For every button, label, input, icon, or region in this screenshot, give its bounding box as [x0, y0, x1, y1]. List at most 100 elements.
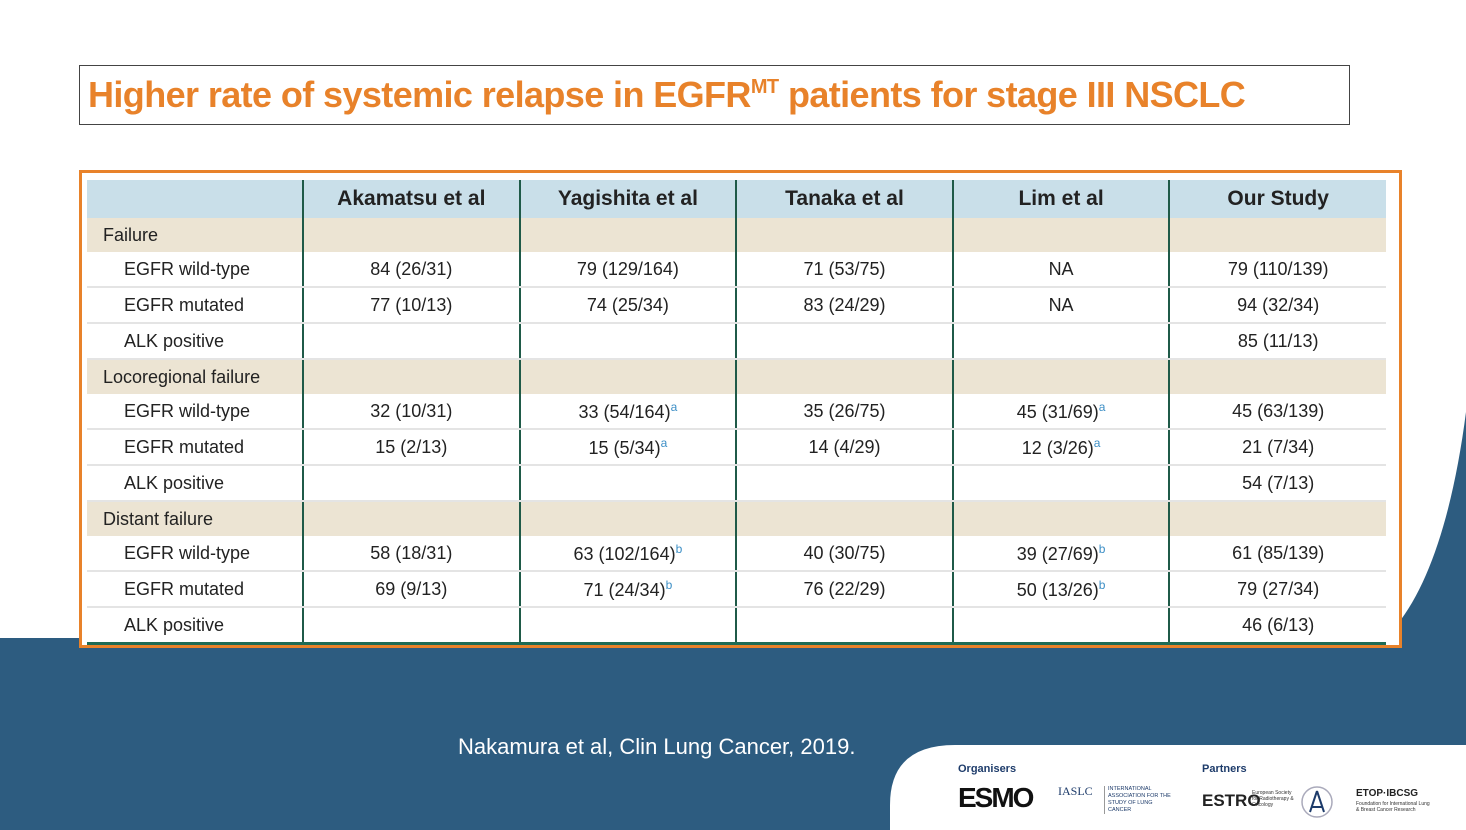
footnote-mark: a [1093, 435, 1101, 450]
esmo-logo: ESMO [958, 782, 1034, 813]
cell: 69 (9/13) [302, 571, 520, 608]
row-label: EGFR wild-type [87, 394, 303, 430]
footnote-mark: b [675, 541, 683, 556]
partners-heading: Partners [1202, 763, 1247, 775]
cell-value: 12 (3/26) [1021, 437, 1094, 458]
data-row: ALK positive 54 (7/13) [87, 465, 1386, 502]
cell: 84 (26/31) [302, 252, 520, 288]
data-row: EGFR mutated 77 (10/13) 74 (25/34) 83 (24/2… [87, 287, 1386, 324]
empty-cell [302, 359, 520, 394]
section-label: Distant failure [87, 501, 303, 536]
cell: 39 (27/69)b [951, 536, 1170, 572]
cell: 74 (25/34) [518, 287, 737, 324]
cell-value: 50 (13/26) [1016, 579, 1099, 600]
data-row: EGFR mutated 15 (2/13) 15 (5/34)a 14 (4/29)… [87, 429, 1386, 466]
section-row: Failure [87, 218, 1386, 252]
table-frame: Akamatsu et al Yagishita et al Tanaka et a… [79, 170, 1402, 648]
cell-value: 71 (24/34) [583, 579, 666, 600]
title: Higher rate of systemic relapse in EGFRM… [88, 74, 1246, 116]
section-label: Locoregional failure [87, 359, 303, 394]
empty-cell [951, 607, 1170, 645]
title-text: Higher rate of systemic relapse in EGFR [88, 74, 751, 115]
column-header: Our Study [1168, 180, 1386, 218]
cell: 63 (102/164)b [518, 536, 737, 572]
column-header: Akamatsu et al [302, 180, 520, 218]
empty-cell [951, 218, 1170, 252]
footnote-mark: a [660, 435, 668, 450]
empty-cell [302, 323, 520, 360]
row-label: EGFR wild-type [87, 252, 303, 288]
cell: 45 (31/69)a [951, 394, 1170, 430]
row-label: ALK positive [87, 323, 303, 360]
etop-logo: ETOP·IBCSG [1356, 788, 1419, 799]
empty-cell [1168, 501, 1386, 536]
data-row: EGFR mutated 69 (9/13) 71 (24/34)b 76 (22/2… [87, 571, 1386, 608]
data-row: EGFR wild-type 32 (10/31) 33 (54/164)a 35 (… [87, 394, 1386, 430]
cell: 40 (30/75) [735, 536, 953, 572]
cell: 21 (7/34) [1168, 429, 1386, 466]
title-superscript: MT [750, 76, 779, 98]
empty-cell [951, 465, 1170, 502]
results-table: Akamatsu et al Yagishita et al Tanaka et a… [87, 180, 1386, 645]
cell: 61 (85/139) [1168, 536, 1386, 572]
blue-band [0, 412, 1466, 830]
title-text: patients for stage III NSCLC [787, 74, 1246, 115]
cell: 94 (32/34) [1168, 287, 1386, 324]
cell: 54 (7/13) [1168, 465, 1386, 502]
footnote-mark: b [1098, 577, 1106, 592]
empty-cell [735, 218, 953, 252]
cell: NA [951, 287, 1170, 324]
cell: 15 (5/34)a [518, 429, 737, 466]
cell: 15 (2/13) [302, 429, 520, 466]
cell: 33 (54/164)a [518, 394, 737, 430]
empty-cell [735, 323, 953, 360]
empty-cell [951, 501, 1170, 536]
empty-cell [518, 323, 737, 360]
empty-cell [302, 465, 520, 502]
organisers-heading: Organisers [958, 763, 1017, 775]
citation: Nakamura et al, Clin Lung Cancer, 2019. [458, 734, 856, 759]
cell-value: 39 (27/69) [1016, 543, 1099, 564]
cell: 83 (24/29) [735, 287, 953, 324]
cell: 79 (27/34) [1168, 571, 1386, 608]
cell-value: 33 (54/164) [578, 401, 671, 422]
cell: 12 (3/26)a [951, 429, 1170, 466]
column-header: Tanaka et al [735, 180, 953, 218]
empty-cell [735, 607, 953, 645]
cell: NA [951, 252, 1170, 288]
empty-cell [735, 501, 953, 536]
cell: 35 (26/75) [735, 394, 953, 430]
footnote-mark: a [670, 399, 678, 414]
row-label: EGFR mutated [87, 571, 303, 608]
data-row: EGFR wild-type 84 (26/31) 79 (129/164) 71 (… [87, 252, 1386, 288]
partner-emblem [1301, 786, 1333, 818]
header-row: Akamatsu et al Yagishita et al Tanaka et a… [87, 180, 1386, 218]
data-row: EGFR wild-type 58 (18/31) 63 (102/164)b 40 … [87, 536, 1386, 572]
footnote-mark: b [665, 577, 673, 592]
cell: 71 (24/34)b [518, 571, 737, 608]
cell: 58 (18/31) [302, 536, 520, 572]
column-header: Lim et al [951, 180, 1170, 218]
empty-cell [302, 501, 520, 536]
cell-value: 45 (31/69) [1016, 401, 1099, 422]
etop-caption: Foundation for International Lung & Brea… [1356, 801, 1430, 813]
cell: 79 (110/139) [1168, 252, 1386, 288]
column-header: Yagishita et al [518, 180, 737, 218]
cell: 14 (4/29) [735, 429, 953, 466]
cell: 45 (63/139) [1168, 394, 1386, 430]
empty-cell [735, 465, 953, 502]
empty-cell [302, 218, 520, 252]
empty-cell [1168, 218, 1386, 252]
data-row: ALK positive 46 (6/13) [87, 607, 1386, 645]
cell: 50 (13/26)b [951, 571, 1170, 608]
cell: 77 (10/13) [302, 287, 520, 324]
empty-cell [518, 359, 737, 394]
iaslc-caption: INTERNATIONAL ASSOCIATION FOR THE STUDY … [1104, 786, 1172, 814]
cell: 76 (22/29) [735, 571, 953, 608]
empty-cell [302, 607, 520, 645]
empty-cell [951, 359, 1170, 394]
empty-cell [518, 501, 737, 536]
row-label: EGFR mutated [87, 287, 303, 324]
empty-cell [518, 218, 737, 252]
